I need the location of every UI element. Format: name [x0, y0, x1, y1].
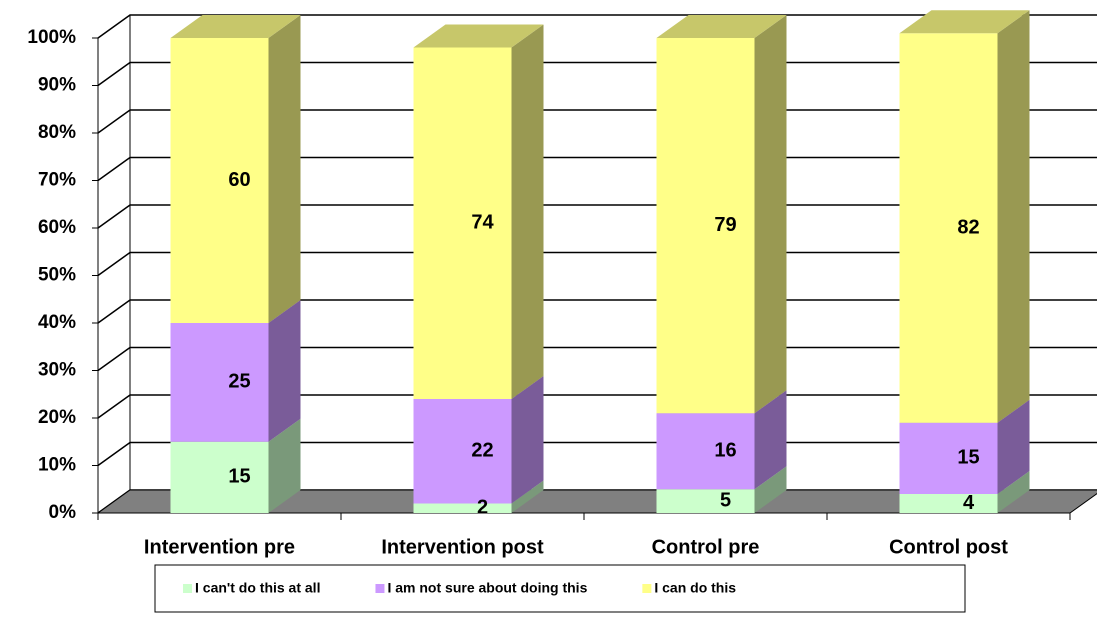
data-label: 74 [471, 212, 494, 234]
bar-side [268, 15, 301, 323]
y-tick-label: 10% [38, 455, 76, 476]
data-label: 15 [957, 447, 979, 469]
bar-segment [170, 441, 269, 513]
legend-label: I am not sure about doing this [387, 580, 587, 596]
data-label: 82 [957, 216, 979, 238]
bar-segment [170, 38, 269, 323]
legend-box [154, 564, 966, 613]
bar-segment [656, 38, 755, 414]
bar-side [997, 10, 1030, 423]
y-tick-label: 30% [38, 360, 76, 381]
bar-segment [413, 503, 512, 513]
data-label: 15 [228, 466, 250, 488]
y-tick-label: 90% [38, 75, 76, 96]
bar-side [268, 418, 301, 513]
y-tick-label: 0% [49, 502, 77, 523]
legend-label: I can do this [654, 580, 736, 596]
bar-segment [656, 489, 755, 513]
bar-segment [170, 323, 269, 442]
x-tick-label: Control pre [652, 536, 760, 558]
bar-side [511, 376, 544, 504]
x-tick-label: Intervention pre [144, 536, 295, 558]
y-tick-label: 50% [38, 265, 76, 286]
bar-side [997, 471, 1030, 513]
y-tick-label: 80% [38, 122, 76, 143]
x-tick-label: Control post [889, 536, 1008, 558]
data-label: 4 [963, 492, 975, 514]
bar-top [656, 15, 787, 38]
legend-label: I can't do this at all [195, 580, 320, 596]
bar-segment [899, 494, 998, 513]
bar-segment [899, 33, 998, 423]
x-tick-label: Intervention post [381, 536, 544, 558]
data-label: 5 [720, 489, 731, 511]
legend-swatch [375, 584, 385, 593]
legend-swatch [183, 584, 192, 593]
bar-top [413, 24, 544, 48]
bar-side [511, 24, 544, 399]
bar-side [754, 466, 787, 513]
data-label: 22 [471, 440, 493, 462]
data-label: 60 [228, 169, 250, 191]
bar-segment [899, 422, 998, 494]
bar-segment [413, 47, 512, 399]
bar-side [997, 399, 1030, 494]
data-label: 2 [477, 497, 488, 519]
bar-side [754, 15, 787, 414]
legend-swatch [642, 584, 652, 593]
bar-top [170, 15, 301, 38]
y-tick-label: 60% [38, 217, 76, 238]
data-label: 79 [714, 214, 736, 236]
bar-top [899, 10, 1030, 34]
bar-segment [413, 399, 512, 504]
y-tick-label: 100% [27, 27, 76, 48]
y-tick-label: 20% [38, 407, 76, 428]
data-label: 16 [714, 440, 736, 462]
bar-segment [656, 413, 755, 490]
data-label: 25 [228, 371, 250, 393]
bar-side [511, 480, 544, 513]
y-tick-label: 70% [38, 170, 76, 191]
y-tick-label: 40% [38, 312, 76, 333]
bar-side [754, 390, 787, 490]
bar-side [268, 300, 301, 442]
